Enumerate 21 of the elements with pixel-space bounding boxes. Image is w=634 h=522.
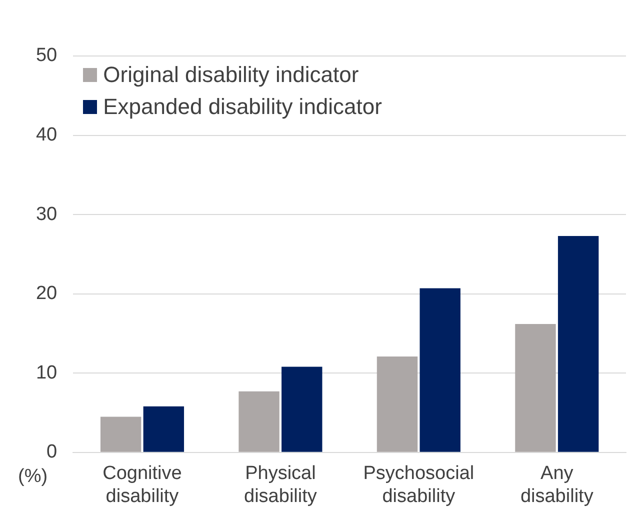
bar <box>238 391 280 452</box>
bar <box>100 416 142 452</box>
y-tick-label: 30 <box>36 204 58 225</box>
y-tick-label: 20 <box>36 283 58 304</box>
bar <box>376 356 418 452</box>
bar <box>515 324 556 452</box>
legend-label: Expanded disability indicator <box>103 94 382 120</box>
y-tick-label: 10 <box>36 362 58 384</box>
y-tick-label: 50 <box>36 45 58 66</box>
bar <box>282 366 322 452</box>
y-tick-label: 40 <box>36 124 58 146</box>
y-axis-title: (%) <box>18 466 48 488</box>
x-tick-label: Any disability <box>520 463 594 507</box>
x-tick-label: Physical disability <box>244 463 318 507</box>
bar <box>558 236 599 452</box>
y-tick-label: 0 <box>46 442 58 463</box>
legend-label: Original disability indicator <box>103 62 359 88</box>
x-tick-label: Cognitive disability <box>102 463 182 507</box>
x-tick-label: Psychosocial disability <box>363 463 474 507</box>
bar <box>420 288 460 452</box>
bar <box>143 406 184 452</box>
